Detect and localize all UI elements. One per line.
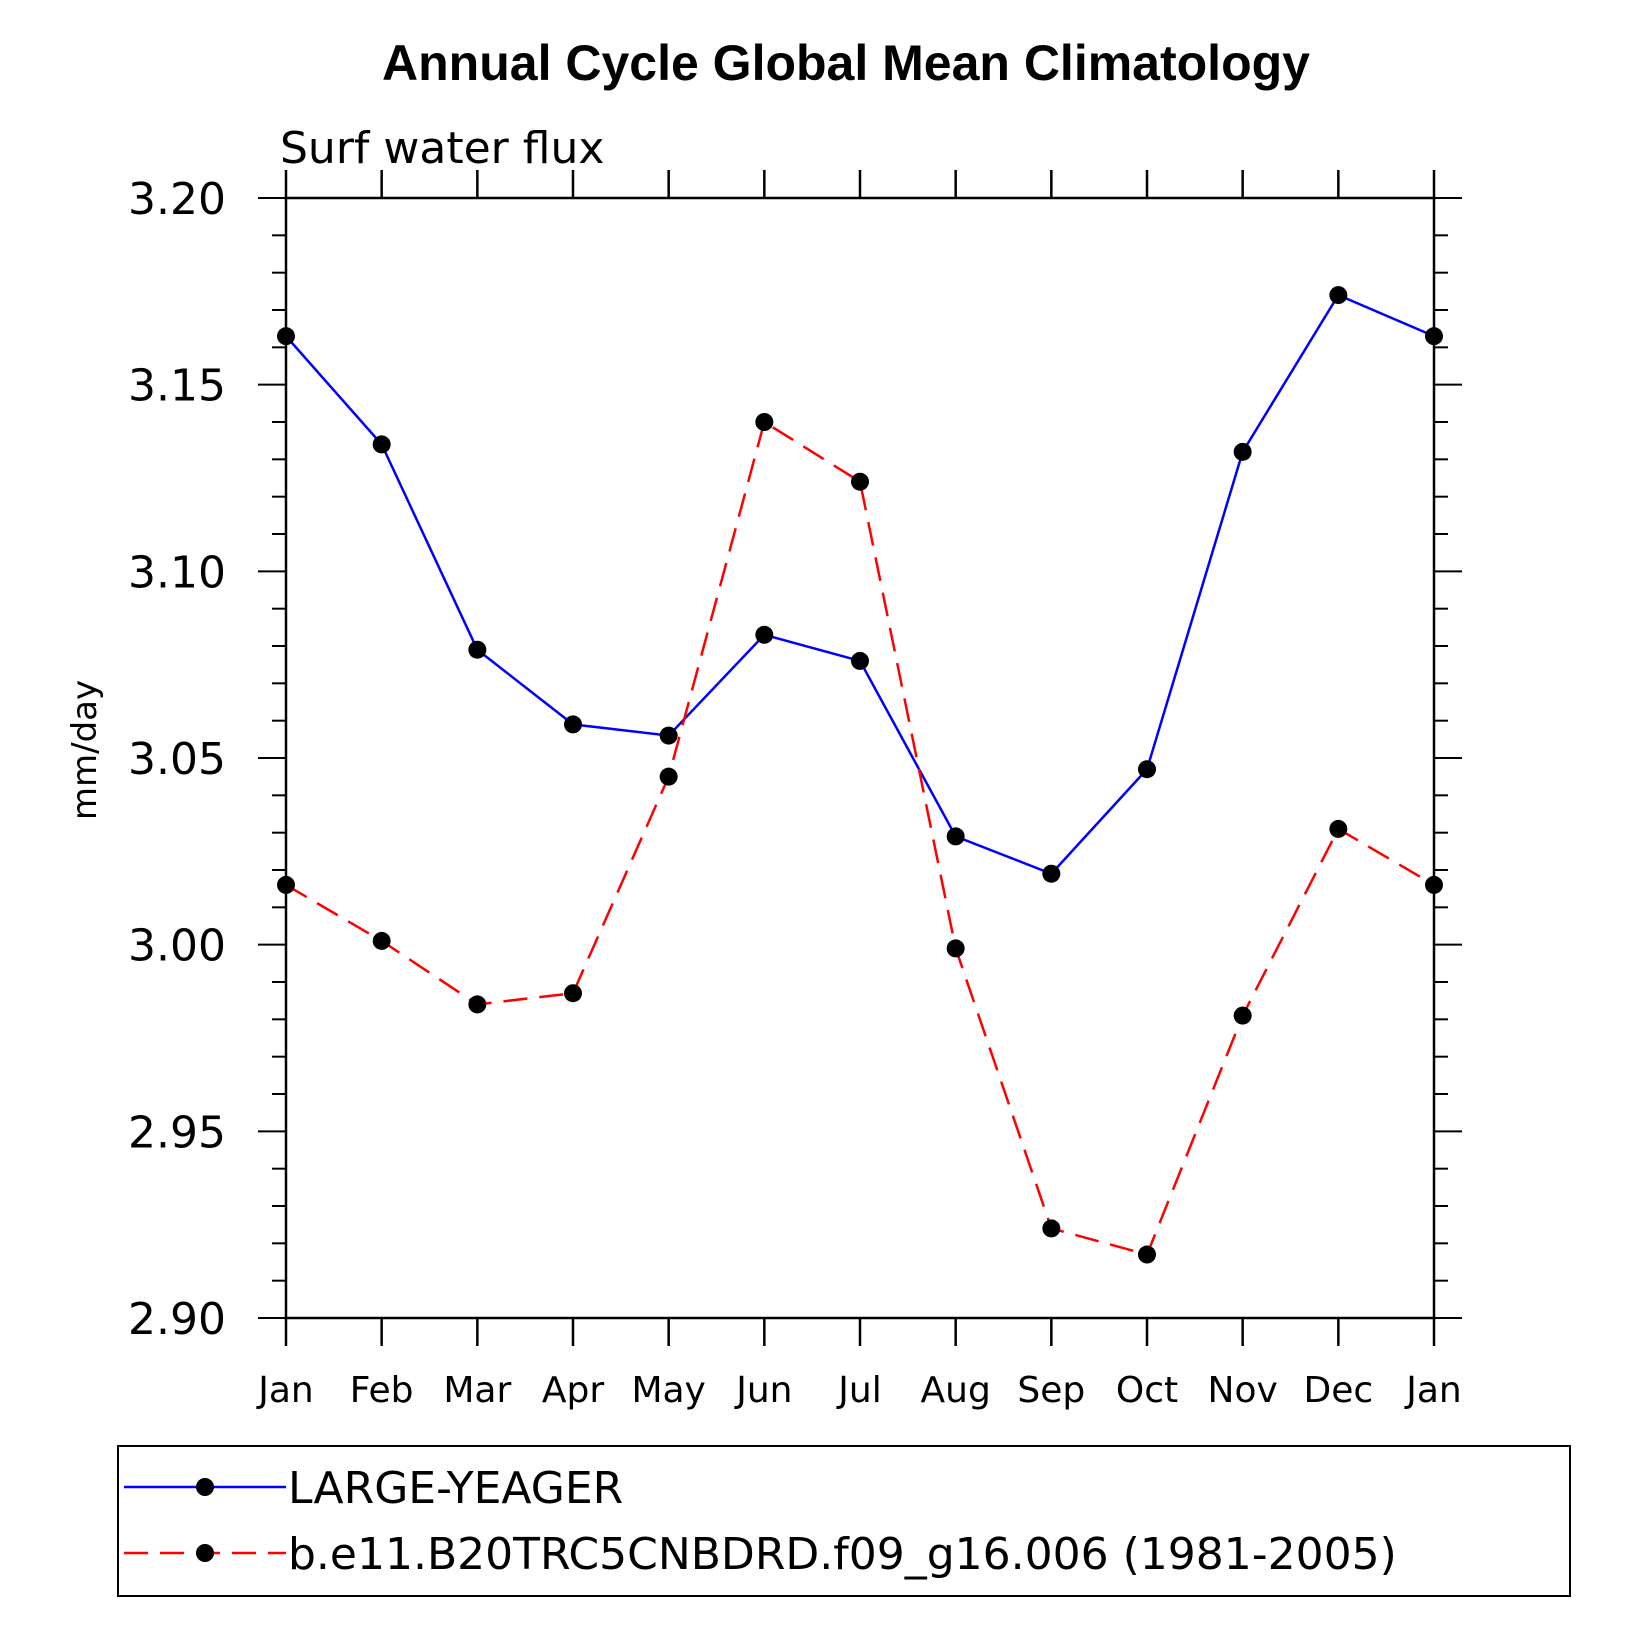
data-point-series-1 [946,827,965,846]
legend: LARGE-YEAGER b.e11.B20TRC5CNBDRD.f09_g16.… [117,1445,1571,1597]
y-tick-label: 3.20 [128,174,226,225]
data-point-series-2 [1042,1219,1061,1238]
legend-box [117,1445,1571,1597]
x-tick-label: Jul [836,1370,881,1411]
x-tick-label: Nov [1208,1370,1278,1411]
data-point-series-1 [659,726,678,745]
series-line-1 [285,293,1435,876]
data-point-series-2 [1329,819,1348,838]
data-point-series-2 [277,875,295,894]
data-point-series-2 [468,995,487,1014]
data-point-series-1 [1329,286,1348,305]
data-point-series-2 [372,931,391,950]
chart-subtitle: Surf water flux [280,123,604,174]
legend-marker-1 [196,1478,214,1496]
y-tick-label: 2.90 [128,1294,226,1345]
data-point-series-1 [1138,760,1156,779]
data-point-series-1 [851,651,869,670]
y-tick-label: 3.15 [128,361,226,412]
series-layer [277,286,1443,1264]
data-point-series-1 [1425,327,1443,346]
data-point-series-1 [564,715,582,734]
data-point-series-1 [277,327,295,346]
data-point-series-2 [1233,1006,1252,1025]
data-point-series-2 [1425,875,1443,894]
series-line-2 [285,420,1435,1257]
x-tick-label: Aug [921,1370,991,1411]
x-tick-label: Mar [443,1370,511,1411]
data-point-series-2 [1138,1245,1156,1264]
x-tick-label: May [631,1370,705,1411]
data-point-series-1 [1042,864,1061,883]
legend-label-1: LARGE-YEAGER [288,1463,623,1514]
legend-label-2: b.e11.B20TRC5CNBDRD.f09_g16.006 (1981-20… [288,1529,1397,1580]
y-tick-label: 2.95 [128,1107,226,1158]
x-tick-label: Dec [1303,1370,1373,1411]
data-point-series-2 [946,939,965,958]
data-point-series-2 [755,413,774,431]
y-tick-label: 3.00 [128,921,226,972]
data-point-series-1 [755,625,774,644]
legend-marker-2 [196,1544,214,1562]
y-axis-label: mm/day [65,680,105,820]
data-point-series-2 [564,984,582,1003]
x-tick-label: Apr [542,1370,604,1411]
data-point-series-1 [1233,442,1252,461]
data-point-series-2 [659,767,678,786]
data-point-series-2 [851,472,869,491]
y-tick-label: 3.05 [128,734,226,785]
x-tick-label: Oct [1116,1370,1178,1411]
x-tick-label: Feb [350,1370,414,1411]
x-tick-label: Jan [1404,1370,1462,1411]
chart-title: Annual Cycle Global Mean Climatology [382,35,1310,91]
plot-border [284,196,1436,1320]
x-tick-label: Jun [734,1370,792,1411]
y-tick-label: 3.10 [128,547,226,598]
plot-frame: Jan Feb Mar Apr May Jun Jul Aug Sep Oct Nov Dec Jan 3… [128,170,1462,1411]
data-point-series-1 [372,435,391,454]
x-tick-label: Sep [1017,1370,1085,1411]
data-point-series-1 [468,640,487,659]
x-tick-label: Jan [256,1370,314,1411]
